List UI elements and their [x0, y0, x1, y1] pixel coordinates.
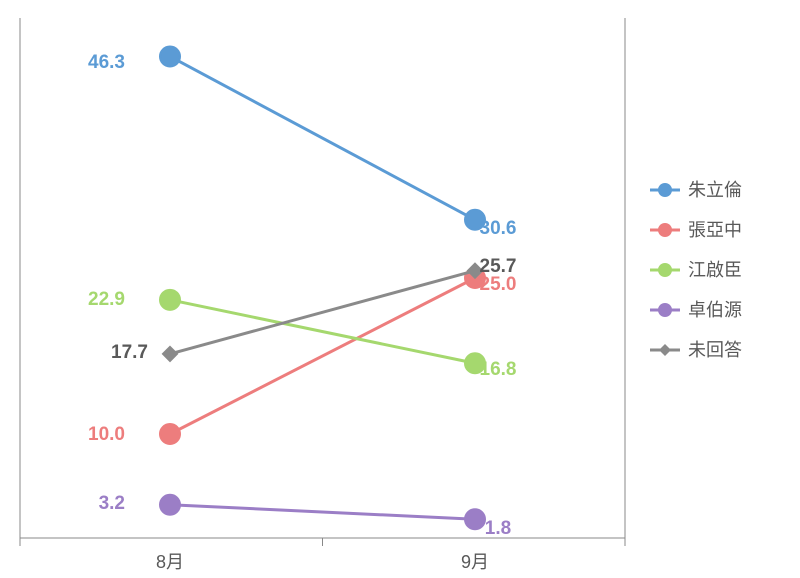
series-line-1: [170, 278, 475, 434]
data-label: 1.8: [485, 518, 511, 539]
data-marker: [160, 424, 180, 444]
data-label: 25.0: [480, 274, 517, 295]
line-chart: 8月 9月 46.3 30.6 10.0 25.0 22.9 16.8 3.2 1.8 17.7 25…: [0, 0, 800, 578]
legend-marker: [658, 183, 672, 197]
data-label: 46.3: [88, 52, 125, 73]
data-label: 3.2: [99, 493, 125, 514]
legend-label: 張亞中: [688, 220, 742, 240]
series-line-0: [170, 56, 475, 219]
data-marker: [160, 495, 180, 515]
data-label: 17.7: [111, 342, 148, 363]
data-label: 16.8: [480, 359, 517, 380]
x-axis-label: 9月: [461, 552, 489, 572]
series-line-3: [170, 505, 475, 520]
chart-container: 8月 9月 46.3 30.6 10.0 25.0 22.9 16.8 3.2 1.8 17.7 25…: [0, 0, 800, 578]
data-marker: [163, 347, 177, 361]
series-line-2: [170, 300, 475, 363]
legend-marker: [659, 344, 671, 356]
legend-label: 朱立倫: [688, 180, 742, 200]
data-label: 25.7: [480, 256, 517, 277]
legend-marker: [658, 263, 672, 277]
x-axis-label: 8月: [156, 552, 184, 572]
data-label: 22.9: [88, 289, 125, 310]
series-line-4: [170, 271, 475, 354]
data-marker: [160, 290, 180, 310]
legend-label: 卓伯源: [688, 300, 742, 320]
data-marker: [465, 509, 485, 529]
legend-marker: [658, 303, 672, 317]
data-marker: [160, 46, 180, 66]
legend-label: 未回答: [688, 340, 742, 360]
data-label: 30.6: [480, 218, 517, 239]
legend-marker: [658, 223, 672, 237]
legend-label: 江啟臣: [688, 260, 742, 280]
data-label: 10.0: [88, 424, 125, 445]
